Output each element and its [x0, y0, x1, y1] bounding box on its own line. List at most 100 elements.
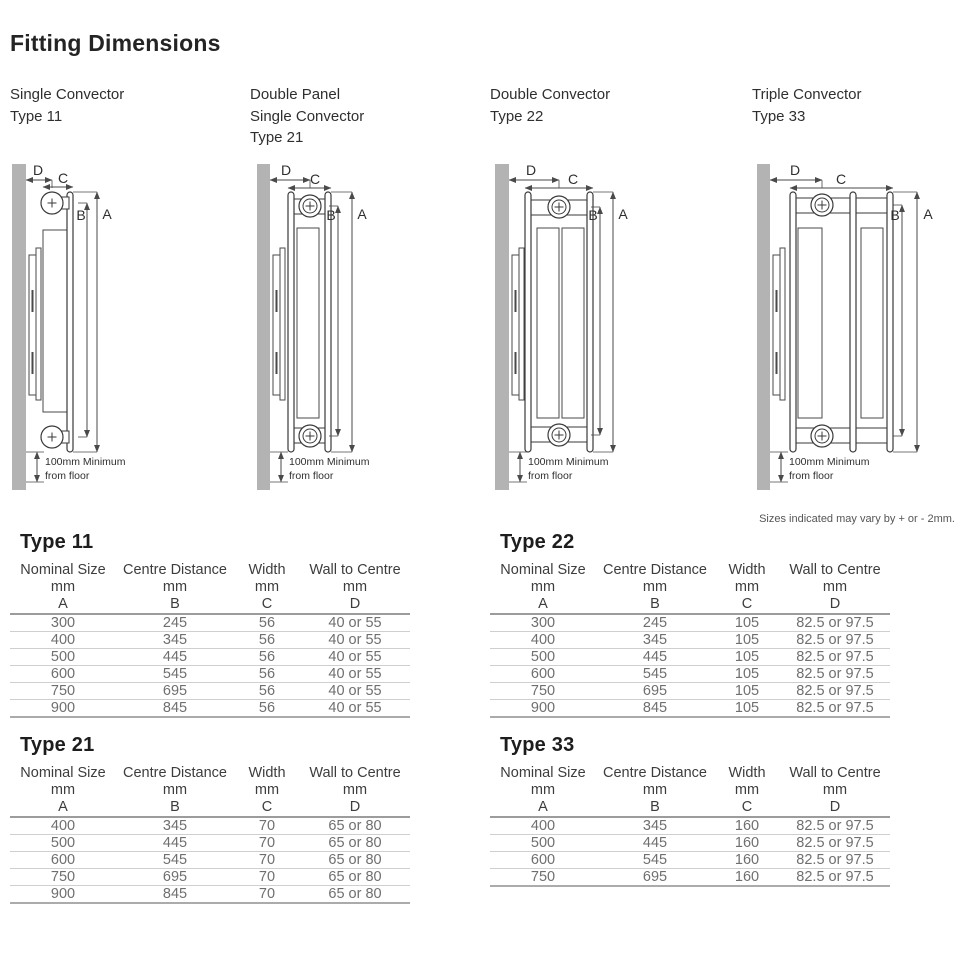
table-row: 900 845 70 65 or 80	[10, 885, 410, 904]
table-cell: 65 or 80	[300, 834, 410, 852]
column-header: Centre Distance	[123, 765, 227, 781]
column-header: Width	[248, 562, 286, 578]
table-cell: 105	[714, 699, 780, 718]
table-row: 600 545 105 82.5 or 97.5	[490, 665, 890, 683]
table-heading: Type 21	[20, 734, 95, 756]
convector-fin	[860, 227, 884, 419]
table-cell: 245	[116, 614, 234, 632]
table-cell: 82.5 or 97.5	[780, 665, 890, 683]
table-header-row: Nominal Size Centre Distance Width Wall to …	[10, 562, 410, 579]
table-cell: 300	[490, 614, 596, 632]
table-row: 300 245 56 40 or 55	[10, 614, 410, 632]
table-cell: 105	[714, 614, 780, 632]
table-cell: 40 or 55	[300, 699, 410, 718]
table-header-row: mm mm mm mm	[10, 782, 410, 799]
dim-label-c: C	[568, 171, 578, 187]
dim-label-b: B	[76, 207, 85, 223]
table-cell: 445	[596, 648, 714, 666]
column-header: B	[596, 799, 714, 818]
table-heading: Type 22	[500, 531, 575, 553]
column-header: Wall to Centre	[789, 765, 881, 781]
heading-line: Single Convector	[250, 107, 365, 125]
diagram-heading-type21: Double Panel Single Convector Type 21	[250, 84, 364, 149]
column-header: mm	[254, 782, 280, 798]
column-header: mm	[342, 782, 368, 798]
column-header: Nominal Size	[20, 562, 106, 578]
table-cell: 600	[490, 665, 596, 683]
table-cell: 160	[714, 868, 780, 887]
diagram-type22: D C B A 100mm Minimum from floor	[495, 162, 628, 490]
column-header: B	[116, 596, 234, 615]
table-section-type11: Type 11 Nominal Size Centre Distance Width…	[10, 531, 410, 718]
bracket-plate	[518, 247, 525, 401]
table-cell: 105	[714, 648, 780, 666]
floor-note-line2: from floor	[45, 470, 90, 482]
convector-fin	[42, 229, 68, 413]
column-header: mm	[822, 782, 848, 798]
dim-label-b: B	[326, 207, 335, 223]
table-cell: 56	[234, 682, 300, 700]
table-row: 500 445 56 40 or 55	[10, 648, 410, 666]
table-cell: 65 or 80	[300, 817, 410, 835]
table-cell: 445	[116, 834, 234, 852]
table-row: 500 445 105 82.5 or 97.5	[490, 648, 890, 666]
floor-note-line1: 100mm Minimum	[528, 456, 609, 468]
table-cell: 500	[490, 648, 596, 666]
table-cell: 40 or 55	[300, 665, 410, 683]
table-cell: 56	[234, 614, 300, 632]
table-cell: 600	[10, 851, 116, 869]
floor-note-line2: from floor	[289, 470, 334, 482]
dimensions-table: Nominal Size Centre Distance Width Wall to …	[490, 562, 890, 718]
column-header: mm	[50, 782, 76, 798]
wall	[257, 164, 270, 490]
table-cell: 65 or 80	[300, 851, 410, 869]
table-cell: 82.5 or 97.5	[780, 817, 890, 835]
table-row: 400 345 160 82.5 or 97.5	[490, 817, 890, 835]
table-row: 900 845 105 82.5 or 97.5	[490, 699, 890, 718]
floor-note-line1: 100mm Minimum	[289, 456, 370, 468]
column-header: C	[714, 596, 780, 615]
table-row: 500 445 70 65 or 80	[10, 834, 410, 852]
table-cell: 500	[490, 834, 596, 852]
column-header: Width	[728, 765, 766, 781]
dim-label-d: D	[526, 162, 536, 178]
table-cell: 345	[596, 631, 714, 649]
heading-line: Double Panel	[250, 86, 341, 103]
table-cell: 400	[490, 631, 596, 649]
column-header: Wall to Centre	[309, 765, 401, 781]
column-header: D	[780, 799, 890, 818]
diagram-type33: D C B A 100mm Minimum from floor	[757, 162, 933, 490]
table-heading: Type 11	[20, 531, 94, 553]
table-cell: 82.5 or 97.5	[780, 614, 890, 632]
column-header: C	[714, 799, 780, 818]
dim-label-b: B	[588, 207, 597, 223]
diagram-heading-type22: Double Convector Type 22	[490, 84, 610, 127]
diagram-heading-type11: Single Convector Type 11	[10, 84, 124, 127]
table-cell: 695	[116, 682, 234, 700]
table-cell: 545	[596, 851, 714, 869]
column-header: Nominal Size	[20, 765, 106, 781]
column-header: Nominal Size	[500, 562, 586, 578]
table-cell: 40 or 55	[300, 614, 410, 632]
heading-line: Double Convector	[490, 86, 611, 103]
table-cell: 695	[596, 868, 714, 887]
dim-label-d: D	[790, 162, 800, 178]
heading-line: Single Convector	[10, 86, 125, 103]
table-cell: 160	[714, 817, 780, 835]
heading-line: Type 33	[752, 107, 806, 125]
table-cell: 82.5 or 97.5	[780, 851, 890, 869]
dim-label-d: D	[281, 162, 291, 178]
column-header: Width	[728, 562, 766, 578]
radiator-panel	[66, 191, 74, 453]
convector-fin	[536, 227, 560, 419]
table-cell: 750	[10, 868, 116, 886]
column-header: mm	[342, 579, 368, 595]
column-header: mm	[162, 782, 188, 798]
column-header: Width	[248, 765, 286, 781]
column-header: A	[490, 799, 596, 818]
column-header: Nominal Size	[500, 765, 586, 781]
column-header: D	[300, 596, 410, 615]
table-cell: 82.5 or 97.5	[780, 631, 890, 649]
